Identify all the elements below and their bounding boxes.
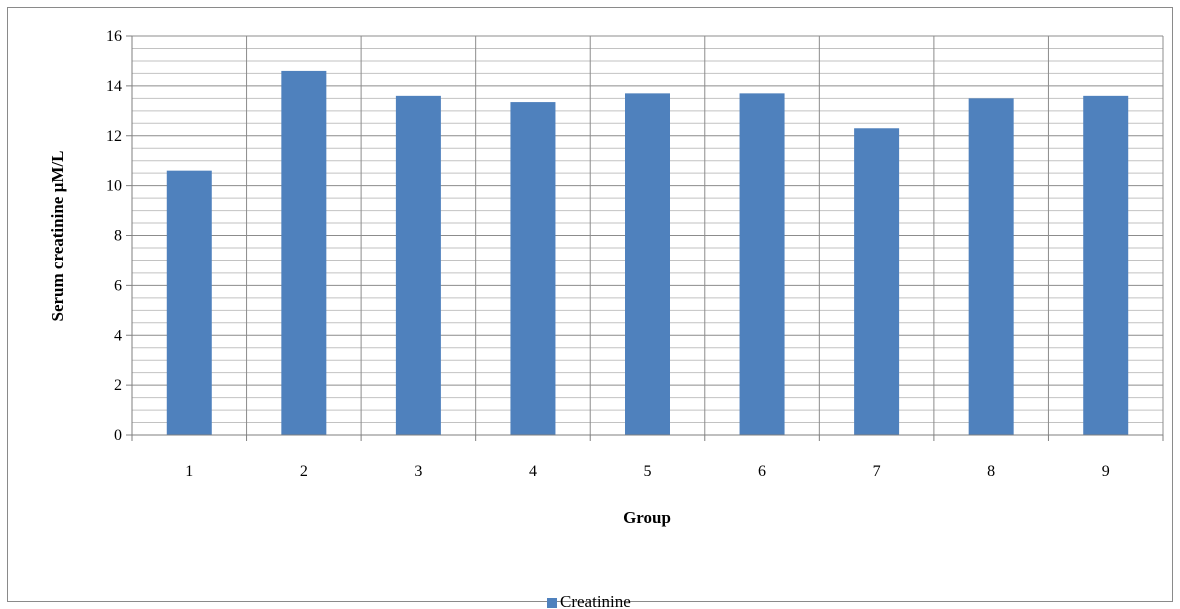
y-tick-label: 6 — [114, 277, 122, 294]
y-tick-label: 0 — [114, 427, 122, 444]
x-tick-label: 6 — [758, 463, 766, 480]
x-axis-title: Group — [623, 508, 671, 527]
y-tick-label: 16 — [106, 28, 122, 45]
bar-group-9 — [1083, 95, 1129, 435]
bar-group-7 — [854, 128, 900, 436]
y-tick-label: 14 — [106, 78, 122, 95]
legend: Creatinine — [547, 592, 631, 609]
y-tick-label: 10 — [106, 178, 122, 195]
y-tick-label: 8 — [114, 228, 122, 245]
x-tick-labels: 1 2 3 4 5 6 7 8 9 — [185, 463, 1109, 480]
y-axis-title: Serum creatinine µM/L — [48, 151, 67, 322]
x-tick-label: 5 — [644, 463, 652, 480]
bar-group-1 — [166, 170, 212, 435]
bar-group-4 — [510, 102, 556, 435]
bar-group-2 — [281, 70, 327, 435]
y-tick-label: 12 — [106, 128, 122, 145]
y-tick-labels: 0 2 4 6 8 10 12 14 16 — [106, 28, 122, 444]
legend-label: Creatinine — [560, 592, 631, 609]
x-tick-label: 8 — [987, 463, 995, 480]
bar-group-6 — [739, 93, 785, 435]
x-tick-label: 7 — [873, 463, 881, 480]
x-tick-label: 4 — [529, 463, 537, 480]
bars — [166, 70, 1129, 436]
x-tick-label: 3 — [414, 463, 422, 480]
bar-group-3 — [395, 95, 441, 435]
x-tick-label: 1 — [185, 463, 193, 480]
y-tick-label: 4 — [114, 327, 122, 344]
legend-swatch — [547, 598, 557, 608]
x-tick-label: 9 — [1102, 463, 1110, 480]
x-tick-label: 2 — [300, 463, 308, 480]
bar-group-5 — [625, 93, 670, 435]
y-tick-label: 2 — [114, 377, 122, 394]
axes — [126, 35, 1164, 441]
bar-group-8 — [968, 98, 1014, 435]
